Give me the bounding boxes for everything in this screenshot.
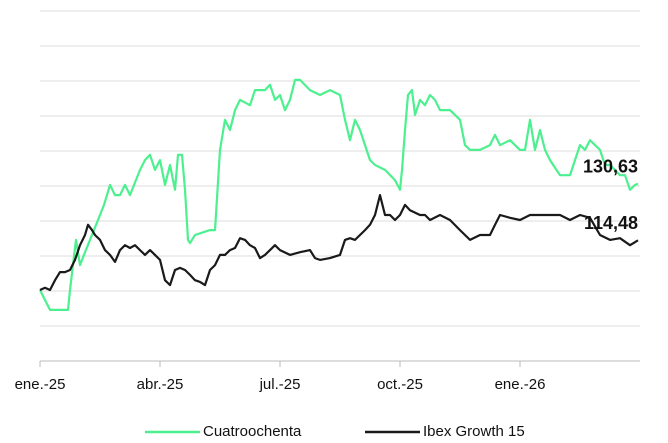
x-tick-label: ene.-25	[15, 376, 66, 393]
legend-label: Cuatroochenta	[203, 423, 302, 440]
legend-label: Ibex Growth 15	[423, 423, 525, 440]
end-label: 130,63	[583, 157, 638, 177]
x-tick-label: oct.-25	[377, 376, 423, 393]
line	[39, 78, 639, 311]
x-tick-label: jul.-25	[259, 376, 301, 393]
end-label: 114,48	[584, 213, 638, 233]
x-tick-label: ene.-26	[495, 376, 546, 393]
line	[39, 194, 639, 292]
x-tick-label: abr.-25	[137, 376, 184, 393]
